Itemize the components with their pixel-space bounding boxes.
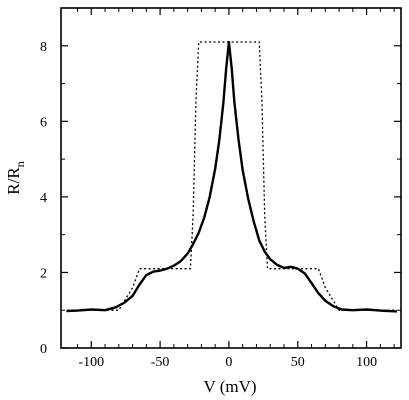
tick-group: -100 -50 0 50 100 0 2 4 6 8 — [40, 7, 401, 370]
x-tick-label: 100 — [356, 355, 377, 370]
x-axis-title: V (mV) — [203, 377, 256, 396]
y-tick-label: 0 — [40, 342, 47, 357]
series-group — [66, 40, 397, 313]
x-tick-label: 0 — [225, 355, 232, 370]
y-tick-label: 8 — [40, 40, 47, 55]
y-tick-label: 6 — [40, 115, 47, 130]
x-tick-label: -100 — [78, 355, 104, 370]
series-line-solid — [66, 40, 397, 313]
y-axis-title-subscript: n — [13, 161, 27, 167]
plot-frame — [60, 7, 402, 349]
y-tick-label: 4 — [40, 191, 47, 206]
series-line-dotted — [66, 41, 397, 311]
y-tick-label: 2 — [40, 266, 47, 281]
x-tick-label: -50 — [151, 355, 170, 370]
x-tick-label: 50 — [291, 355, 305, 370]
svg-text:R/Rn: R/Rn — [4, 161, 27, 194]
y-axis-title: R/R — [4, 167, 23, 195]
y-axis-title-group: R/Rn — [4, 161, 27, 194]
